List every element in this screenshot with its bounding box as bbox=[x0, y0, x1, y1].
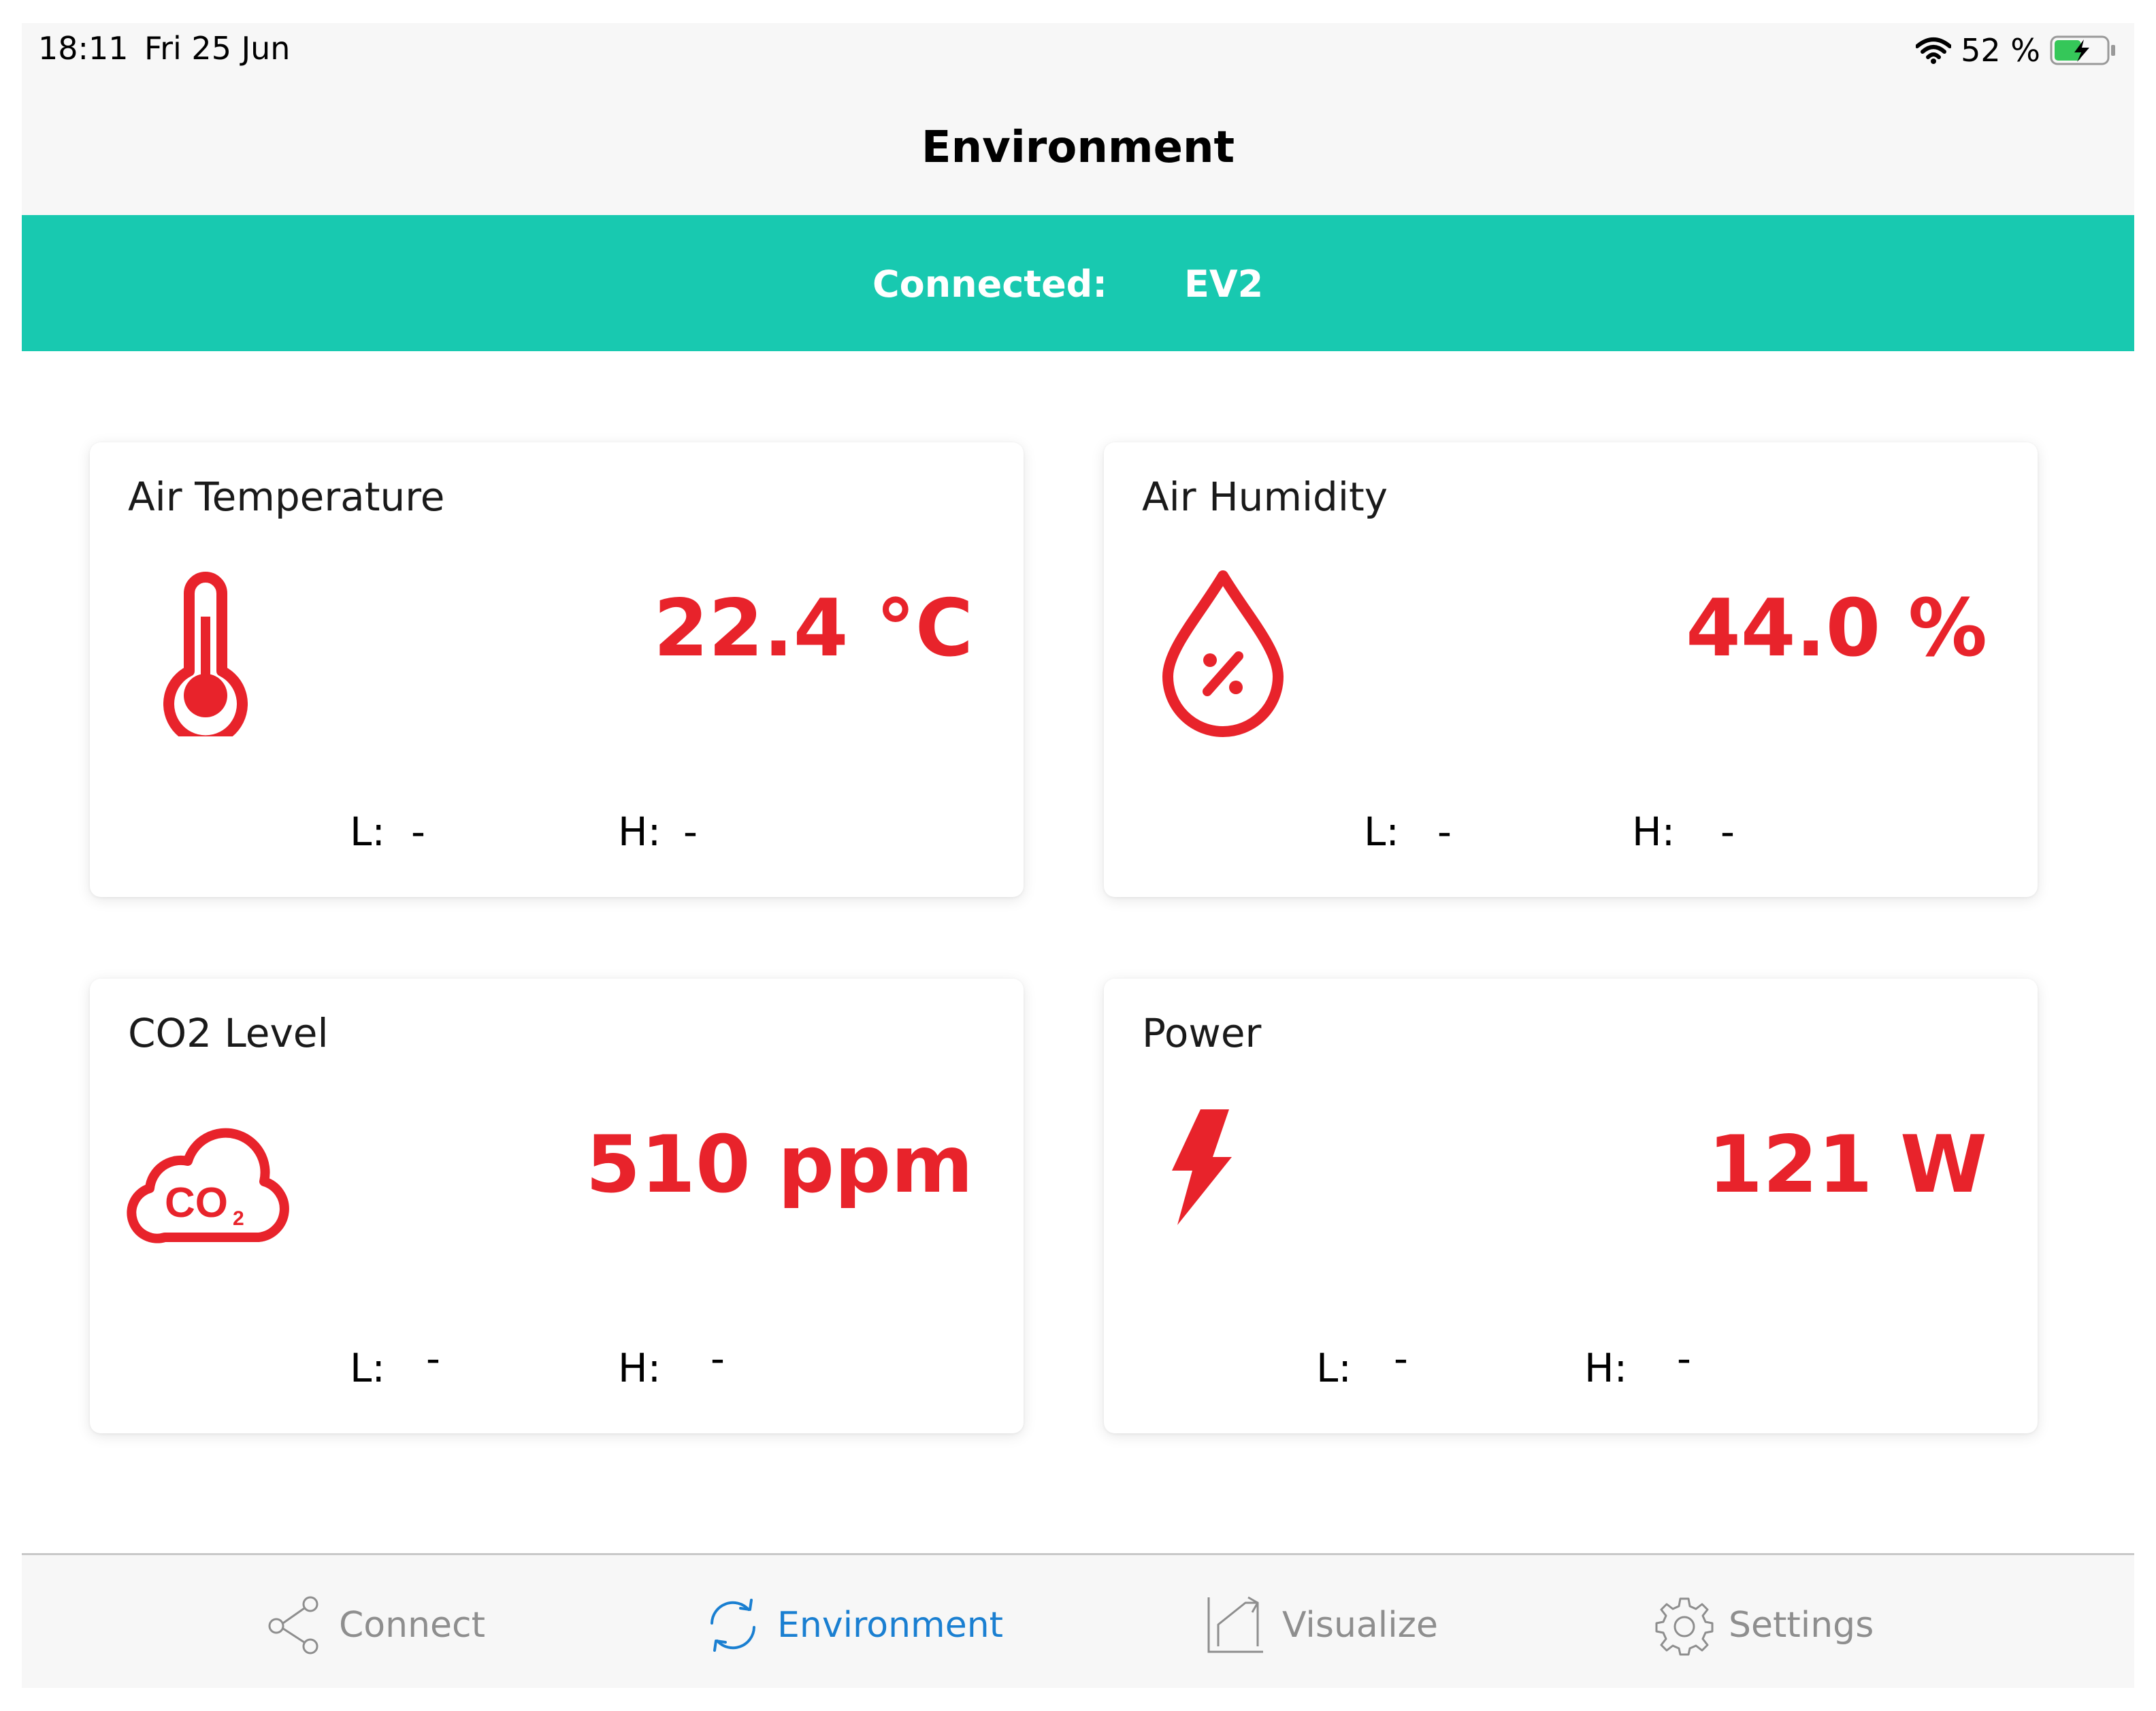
connected-device-name: EV2 bbox=[1184, 263, 1264, 306]
tab-connect[interactable]: Connect bbox=[264, 1595, 485, 1656]
high-value: - bbox=[1720, 809, 1735, 855]
high-label: H: bbox=[618, 1345, 662, 1391]
app-screen: 18:11 Fri 25 Jun 52 % Environment Connec… bbox=[22, 23, 2134, 1688]
tab-label: Visualize bbox=[1282, 1605, 1438, 1646]
card-title: Air Temperature bbox=[128, 474, 445, 520]
tab-label: Connect bbox=[339, 1605, 486, 1646]
co2-level-card[interactable]: CO2 Level CO 2 510 ppm L: - H: - bbox=[90, 979, 1024, 1433]
low-label: L: bbox=[350, 809, 385, 855]
svg-text:2: 2 bbox=[233, 1207, 244, 1230]
humidity-drop-icon bbox=[1162, 570, 1284, 737]
refresh-icon bbox=[710, 1599, 755, 1652]
card-title: Air Humidity bbox=[1142, 474, 1388, 520]
battery-charging-icon bbox=[2050, 35, 2115, 65]
low-label: L: bbox=[1364, 809, 1399, 855]
high-value: - bbox=[683, 809, 698, 855]
share-nodes-icon bbox=[268, 1596, 318, 1655]
card-title: CO2 Level bbox=[128, 1010, 329, 1056]
high-label: H: bbox=[1632, 809, 1676, 855]
status-time: 18:11 bbox=[38, 30, 129, 67]
low-value: - bbox=[426, 1335, 440, 1382]
temperature-value: 22.4 °C bbox=[653, 583, 973, 674]
svg-text:CO: CO bbox=[165, 1179, 228, 1226]
co2-cloud-icon: CO 2 bbox=[127, 1128, 289, 1243]
page-title: Environment bbox=[921, 123, 1235, 173]
status-indicators: 52 % bbox=[1916, 30, 2118, 71]
tab-environment[interactable]: Environment bbox=[702, 1595, 1003, 1656]
low-value: - bbox=[1437, 809, 1452, 855]
high-value: - bbox=[710, 1335, 725, 1382]
lightning-icon bbox=[1172, 1109, 1232, 1225]
power-card[interactable]: Power 121 W L: - H: - bbox=[1104, 979, 2038, 1433]
high-label: H: bbox=[1584, 1345, 1628, 1391]
connection-banner: Connected: EV2 bbox=[22, 215, 2134, 351]
gear-icon bbox=[1655, 1597, 1714, 1656]
tab-settings[interactable]: Settings bbox=[1654, 1595, 1874, 1656]
connection-label: Connected: bbox=[872, 263, 1107, 306]
chart-arrow-icon bbox=[1207, 1596, 1263, 1653]
tab-visualize[interactable]: Visualize bbox=[1203, 1595, 1438, 1656]
tab-label: Environment bbox=[777, 1605, 1004, 1646]
low-value: - bbox=[411, 809, 425, 855]
battery-percentage: 52 % bbox=[1961, 32, 2040, 69]
navigation-bar: Environment bbox=[22, 95, 2134, 215]
card-title: Power bbox=[1142, 1010, 1262, 1056]
low-label: L: bbox=[350, 1345, 385, 1391]
co2-value: 510 ppm bbox=[585, 1119, 973, 1211]
air-humidity-card[interactable]: Air Humidity 44.0 % L: - H: - bbox=[1104, 442, 2038, 897]
status-date: Fri 25 Jun bbox=[144, 30, 291, 67]
high-label: H: bbox=[618, 809, 662, 855]
air-temperature-card[interactable]: Air Temperature 22.4 °C L: - H: - bbox=[90, 442, 1024, 897]
high-value: - bbox=[1677, 1335, 1691, 1382]
low-value: - bbox=[1394, 1335, 1408, 1382]
low-label: L: bbox=[1316, 1345, 1352, 1391]
tab-label: Settings bbox=[1729, 1605, 1874, 1646]
humidity-value: 44.0 % bbox=[1686, 583, 1987, 674]
power-value: 121 W bbox=[1708, 1119, 1987, 1211]
wifi-icon bbox=[1916, 37, 1952, 64]
status-bar: 18:11 Fri 25 Jun 52 % bbox=[22, 23, 2134, 95]
tab-bar: Connect Environment Visualize bbox=[22, 1553, 2134, 1688]
thermometer-icon bbox=[163, 572, 248, 736]
